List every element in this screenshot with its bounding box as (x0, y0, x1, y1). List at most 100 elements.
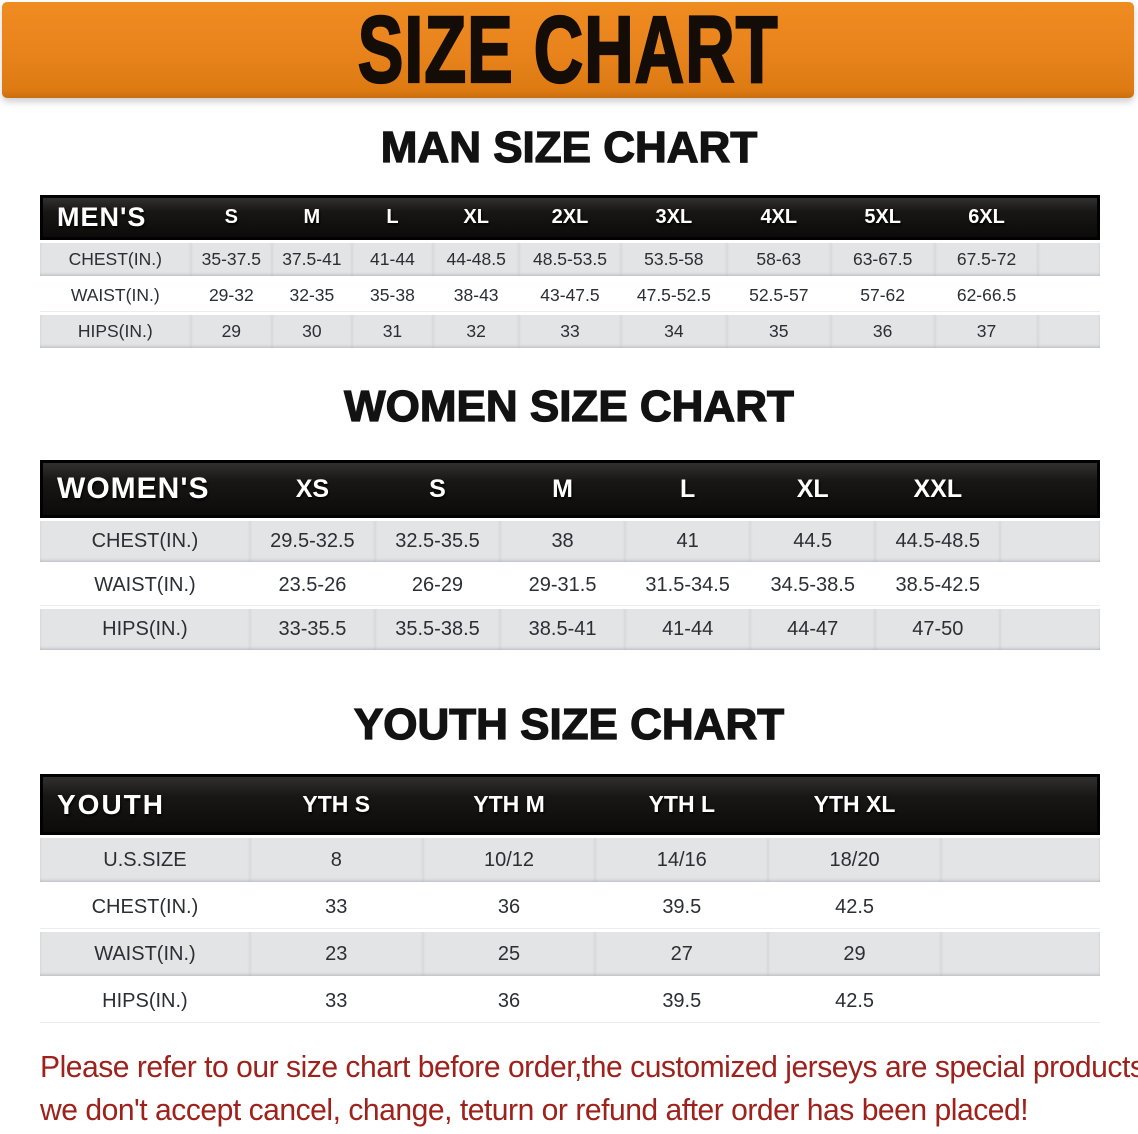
size-column-header: XL (433, 195, 520, 240)
cell-value: 8 (249, 838, 423, 882)
row-filler-cell (940, 838, 1100, 882)
cell-value: 42.5 (768, 885, 941, 929)
cell-value: 29-32 (190, 279, 273, 312)
size-chart-banner: SIZE CHART (2, 0, 1134, 103)
cell-value: 29.5-32.5 (249, 521, 375, 562)
size-column-header: M (272, 195, 352, 240)
cell-value: 41-44 (625, 609, 751, 650)
cell-value: 25 (422, 932, 596, 976)
row-label: HIPS(IN.) (40, 609, 250, 650)
size-column-header: L (351, 195, 434, 240)
cell-value: 43-47.5 (519, 279, 621, 312)
disclaimer-line-1: Please refer to our size chart before or… (40, 1049, 1138, 1084)
size-column-header: XL (750, 460, 876, 518)
cell-value: 34 (620, 315, 727, 348)
cell-value: 23 (249, 932, 423, 976)
row-filler-cell (1000, 521, 1100, 562)
size-column-header: 3XL (620, 195, 727, 240)
cell-value: 29 (190, 315, 273, 348)
cell-value: 32-35 (272, 279, 352, 312)
cell-value: 44-47 (750, 609, 876, 650)
size-column-header: S (190, 195, 273, 240)
cell-value: 42.5 (768, 979, 941, 1023)
row-filler-cell (1038, 279, 1100, 312)
size-column-header: YTH S (249, 774, 423, 835)
cell-value: 38.5-42.5 (875, 565, 1001, 606)
cell-value: 38-43 (433, 279, 520, 312)
row-filler-cell (1038, 243, 1100, 276)
row-filler-cell (940, 932, 1100, 976)
row-label: WAIST(IN.) (40, 932, 250, 976)
table-header-label: WOMEN'S (40, 460, 250, 518)
table-header-label: MEN'S (40, 195, 191, 240)
size-column-header: YTH L (595, 774, 769, 835)
cell-value: 44-48.5 (433, 243, 520, 276)
cell-value: 39.5 (595, 885, 769, 929)
size-column-header: 4XL (726, 195, 831, 240)
cell-value: 33 (519, 315, 621, 348)
cell-value: 35-38 (351, 279, 434, 312)
cell-value: 57-62 (830, 279, 935, 312)
row-filler-cell (940, 885, 1100, 929)
size-column-header: YTH M (422, 774, 596, 835)
row-label: WAIST(IN.) (40, 565, 250, 606)
cell-value: 38.5-41 (500, 609, 626, 650)
table-header-label: YOUTH (40, 774, 250, 835)
youth-section-heading: YOUTH SIZE CHART (353, 699, 785, 749)
row-label: HIPS(IN.) (40, 315, 191, 348)
men-section-heading: MAN SIZE CHART (380, 122, 758, 172)
row-label: HIPS(IN.) (40, 979, 250, 1023)
cell-value: 33 (249, 979, 423, 1023)
size-column-header: YTH XL (768, 774, 941, 835)
size-column-header: M (500, 460, 626, 518)
cell-value: 23.5-26 (249, 565, 375, 606)
cell-value: 44.5-48.5 (875, 521, 1001, 562)
order-disclaimer: Please refer to our size chart before or… (40, 1045, 1138, 1131)
row-filler-cell (940, 979, 1100, 1023)
row-filler-cell (1000, 565, 1100, 606)
size-column-header: XS (249, 460, 375, 518)
row-label: WAIST(IN.) (40, 279, 191, 312)
cell-value: 33 (249, 885, 423, 929)
row-label: CHEST(IN.) (40, 243, 191, 276)
size-column-header: 6XL (934, 195, 1039, 240)
cell-value: 52.5-57 (726, 279, 831, 312)
cell-value: 36 (830, 315, 935, 348)
cell-value: 53.5-58 (620, 243, 727, 276)
cell-value: 38 (500, 521, 626, 562)
cell-value: 62-66.5 (934, 279, 1039, 312)
cell-value: 35 (726, 315, 831, 348)
size-column-header: L (625, 460, 751, 518)
row-filler-cell (1000, 609, 1100, 650)
cell-value: 47.5-52.5 (620, 279, 727, 312)
cell-value: 26-29 (374, 565, 501, 606)
cell-value: 58-63 (726, 243, 831, 276)
row-label: U.S.SIZE (40, 838, 250, 882)
size-column-header: XXL (875, 460, 1001, 518)
cell-value: 41 (625, 521, 751, 562)
youth-size-table: YOUTH YTH S YTH M YTH L YTH XL U.S.SIZE 8 10/12… (40, 774, 1100, 1023)
cell-value: 29-31.5 (500, 565, 626, 606)
cell-value: 35-37.5 (190, 243, 273, 276)
cell-value: 34.5-38.5 (750, 565, 876, 606)
cell-value: 39.5 (595, 979, 769, 1023)
row-label: CHEST(IN.) (40, 885, 250, 929)
cell-value: 47-50 (875, 609, 1001, 650)
cell-value: 41-44 (351, 243, 434, 276)
size-column-header: 2XL (519, 195, 621, 240)
cell-value: 14/16 (595, 838, 769, 882)
women-size-table: WOMEN'S XS S M L XL XXL CHEST(IN.) 29.5-32.5 32.5… (40, 460, 1100, 650)
cell-value: 33-35.5 (249, 609, 375, 650)
cell-value: 35.5-38.5 (374, 609, 501, 650)
cell-value: 30 (272, 315, 352, 348)
cell-value: 37.5-41 (272, 243, 352, 276)
cell-value: 67.5-72 (934, 243, 1039, 276)
men-size-table: MEN'S S M L XL 2XL 3XL 4XL 5XL 6XL CHEST(IN.) 35-37… (40, 195, 1100, 348)
size-column-header: 5XL (830, 195, 935, 240)
cell-value: 18/20 (768, 838, 941, 882)
header-filler-cell (940, 774, 1100, 835)
row-label: CHEST(IN.) (40, 521, 250, 562)
header-filler-cell (1000, 460, 1100, 518)
header-filler-cell (1038, 195, 1100, 240)
cell-value: 37 (934, 315, 1039, 348)
